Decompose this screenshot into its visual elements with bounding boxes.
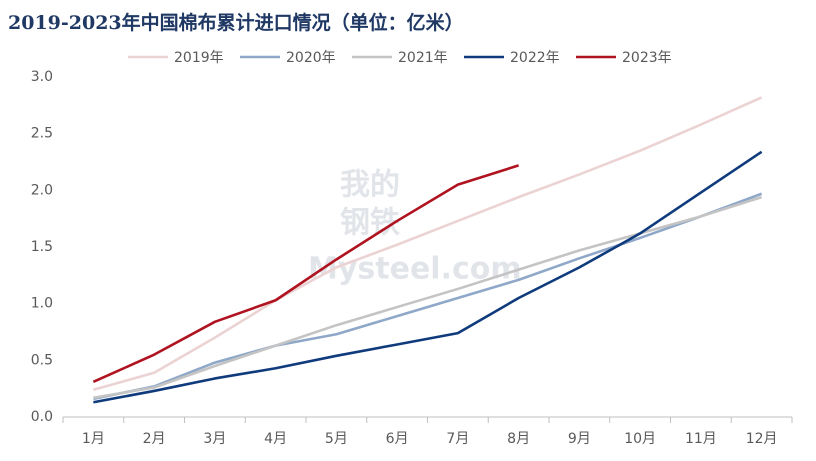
legend-label: 2023年 — [622, 50, 672, 66]
line-series — [93, 150, 763, 404]
x-tick-label: 1月 — [82, 431, 105, 447]
legend-label: 2020年 — [286, 50, 336, 66]
legend-label: 2019年 — [174, 50, 224, 66]
x-tick-label: 4月 — [264, 431, 287, 447]
y-tick-label: 2.0 — [31, 182, 53, 198]
chart-title: 2019-2023年中国棉布累计进口情况（单位：亿米） — [8, 11, 464, 34]
x-tick-label: 5月 — [325, 431, 348, 447]
x-tick-label: 2月 — [143, 431, 166, 447]
x-tick-label: 8月 — [507, 431, 530, 447]
x-tick-label: 6月 — [386, 431, 409, 447]
x-tick-label: 10月 — [624, 431, 656, 447]
watermark: 我的 — [340, 168, 400, 203]
line-series — [93, 192, 763, 401]
y-tick-label: 3.0 — [31, 69, 53, 85]
x-tick-label: 7月 — [446, 431, 469, 447]
legend-label: 2021年 — [398, 50, 448, 66]
y-tick-label: 1.5 — [31, 239, 53, 255]
line-series — [93, 96, 763, 392]
x-tick-label: 9月 — [568, 431, 591, 447]
y-tick-label: 0.5 — [31, 352, 53, 368]
y-tick-label: 1.0 — [31, 296, 53, 312]
x-tick-label: 12月 — [746, 431, 778, 447]
x-tick-label: 3月 — [203, 431, 226, 447]
legend-label: 2022年 — [510, 50, 560, 66]
watermark: 钢铁 — [340, 206, 400, 241]
line-series — [92, 164, 520, 384]
y-tick-label: 2.5 — [31, 126, 53, 142]
x-tick-label: 11月 — [685, 431, 717, 447]
y-tick-label: 0.0 — [31, 409, 53, 425]
line-series — [93, 195, 763, 400]
